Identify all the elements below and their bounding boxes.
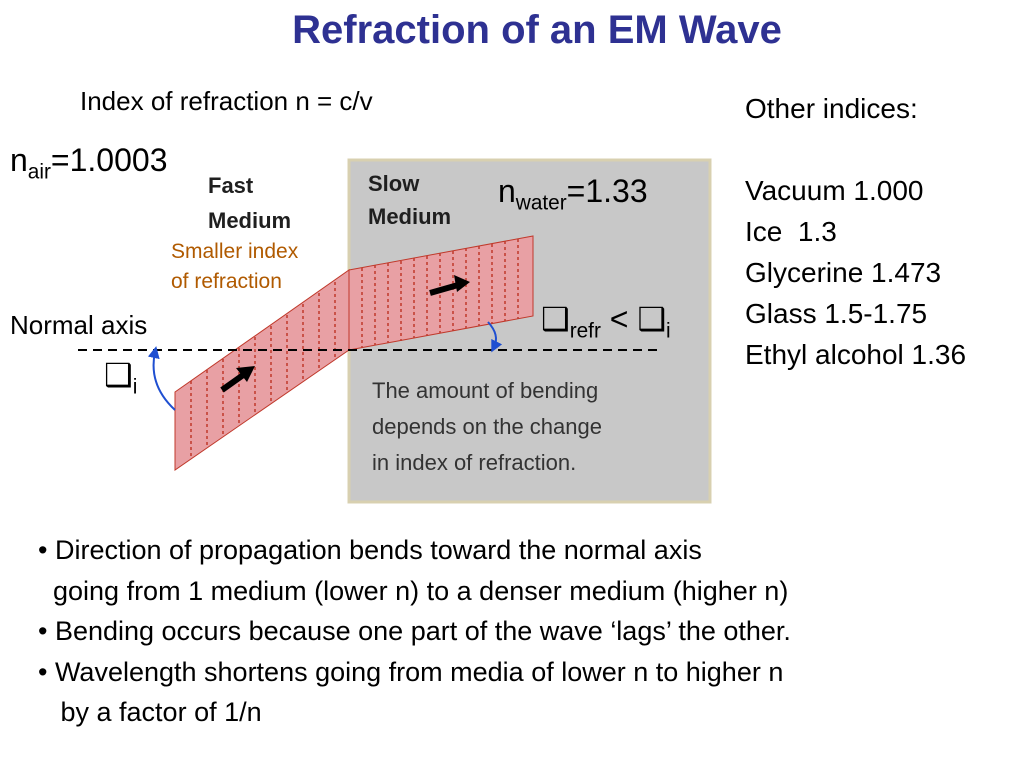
bullet-line-5: by a factor of 1/n xyxy=(38,697,262,727)
fast-medium-note1: Smaller index xyxy=(171,240,299,263)
theta-refr-symbol: ❑ xyxy=(541,300,570,338)
n-air-symbol: n xyxy=(10,142,28,178)
slide-title: Refraction of an EM Wave xyxy=(292,8,782,52)
index-item-ice: Ice 1.3 xyxy=(745,216,837,247)
incident-wave-band xyxy=(174,269,350,471)
index-item-vacuum: Vacuum 1.000 xyxy=(745,175,924,206)
n-water-value: =1.33 xyxy=(566,173,648,209)
refracted-wave-band xyxy=(348,235,534,351)
n-air-subscript: air xyxy=(27,160,51,184)
wavefront-lines xyxy=(190,239,519,459)
bullet-line-1: • Direction of propagation bends toward … xyxy=(38,535,702,565)
bending-note-line2: depends on the change xyxy=(372,414,602,439)
index-item-glycerine: Glycerine 1.473 xyxy=(745,257,942,288)
fast-medium-note2: of refraction xyxy=(171,270,282,293)
incidence-angle-arc xyxy=(147,346,176,411)
fast-medium-line2: Medium xyxy=(208,208,291,233)
theta-refr-subscript: refr xyxy=(569,319,601,343)
theta-i-label: ❑i xyxy=(104,356,137,397)
n-air-value: =1.0003 xyxy=(50,142,168,178)
theta-comparison-label: ❑refr < ❑i xyxy=(541,300,671,341)
bullet-line-2: going from 1 medium (lower n) to a dense… xyxy=(38,575,789,606)
less-than-sign: < xyxy=(609,301,629,337)
bullet-list: • Direction of propagation bends toward … xyxy=(38,530,791,733)
theta-i2-symbol: ❑ xyxy=(637,300,667,338)
theta-i-subscript: i xyxy=(132,375,138,399)
index-item-ethyl-alcohol: Ethyl alcohol 1.36 xyxy=(745,339,967,370)
theta-i2-subscript: i xyxy=(666,319,671,343)
other-indices-heading: Other indices: xyxy=(745,93,918,124)
theta-i-symbol: ❑ xyxy=(104,356,133,394)
bullet-line-4: • Wavelength shortens going from media o… xyxy=(38,656,784,687)
n-air-label: nair=1.0003 xyxy=(10,142,168,182)
index-item-glass: Glass 1.5-1.75 xyxy=(745,298,928,329)
n-water-symbol: n xyxy=(498,173,516,209)
n-water-subscript: water xyxy=(515,191,567,215)
refraction-formula: Index of refraction n = c/v xyxy=(80,86,373,116)
slow-medium-line1: Slow xyxy=(368,171,420,196)
refraction-angle-arc xyxy=(487,321,503,353)
refracted-direction-arrow xyxy=(429,275,470,296)
slow-medium-line2: Medium xyxy=(368,204,451,229)
incident-direction-arrow xyxy=(220,366,255,393)
fast-medium-line1: Fast xyxy=(208,173,254,198)
normal-axis-label: Normal axis xyxy=(10,310,148,340)
bending-note-line1: The amount of bending xyxy=(372,378,598,403)
n-water-label: nwater=1.33 xyxy=(498,173,648,213)
bending-note-line3: in index of refraction. xyxy=(372,450,576,475)
other-indices-list: Other indices: Vacuum 1.000 Ice 1.3 Glyc… xyxy=(745,88,966,375)
bullet-line-3: • Bending occurs because one part of the… xyxy=(38,616,791,646)
